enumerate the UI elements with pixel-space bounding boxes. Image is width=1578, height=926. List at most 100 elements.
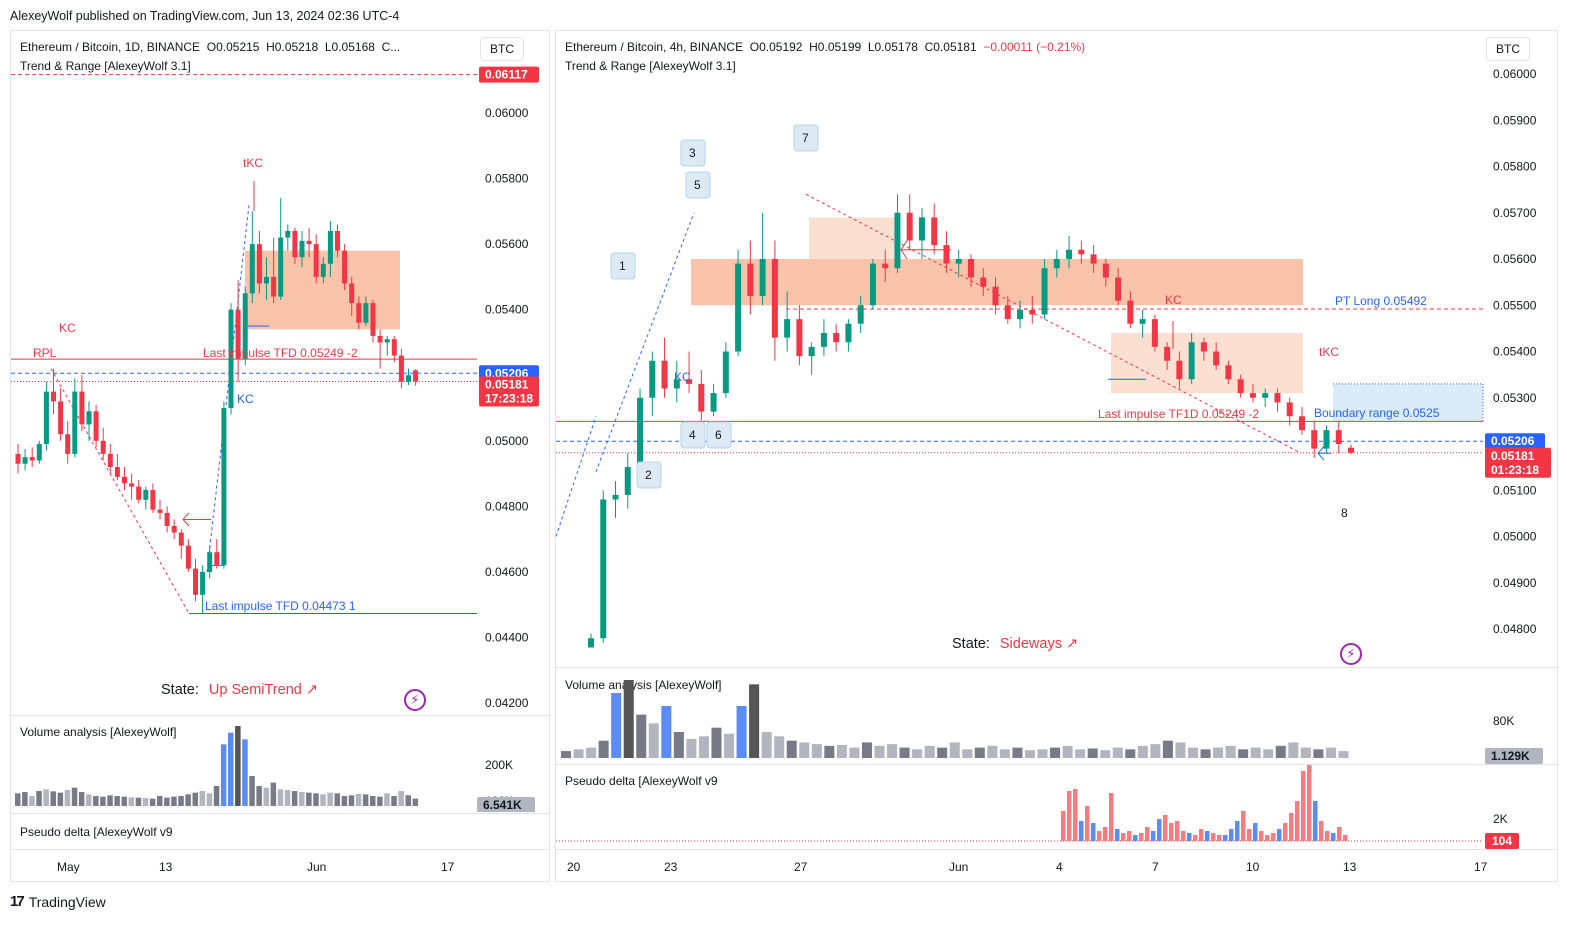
right-volume-pane[interactable]: 80K 1.129K: [556, 668, 1558, 764]
right-delta-bar: [1223, 835, 1228, 841]
left-candle-body: [391, 339, 397, 356]
right-volume-title[interactable]: Volume analysis [AlexeyWolf]: [565, 678, 722, 692]
left-candle-body: [256, 244, 262, 284]
right-delta-bar: [1127, 831, 1132, 841]
right-delta-pane[interactable]: 2K 104: [556, 765, 1558, 850]
left-volume-bar: [128, 797, 135, 806]
right-volume-bar: [1125, 749, 1136, 758]
left-candle-body: [285, 231, 291, 238]
left-delta-title[interactable]: Pseudo delta [AlexeyWolf v9: [20, 825, 173, 839]
left-trend-down: [50, 368, 190, 614]
left-currency-button[interactable]: BTC: [480, 37, 524, 61]
right-candle-body: [1017, 309, 1024, 320]
right-delta-bar: [1289, 813, 1294, 841]
left-volume-bar: [213, 786, 220, 806]
left-candle-body: [377, 335, 383, 343]
right-delta-bar: [1175, 821, 1180, 841]
left-price-chart[interactable]: 0.06000 0.05800 0.05600 0.05400 0.05000 0.048…: [11, 31, 550, 715]
left-candle-body: [221, 408, 227, 566]
left-volume-bar: [71, 787, 78, 806]
left-open: O0.05215: [206, 40, 260, 54]
left-tkc-label: tKC: [243, 156, 263, 170]
right-separator-2: [556, 764, 1557, 765]
right-candle-body: [588, 638, 594, 648]
left-candle-body: [313, 244, 319, 277]
right-candle-body: [808, 346, 815, 357]
right-blue-arrow-icon: [1317, 445, 1331, 461]
right-volume-bar: [912, 749, 923, 758]
left-volume-bar: [228, 732, 234, 806]
left-volume-bar: [36, 791, 42, 806]
left-candle-body: [370, 303, 376, 336]
right-delta-bar: [1283, 823, 1288, 841]
left-candle-body: [207, 552, 213, 572]
right-indicator-name[interactable]: Trend & Range [AlexeyWolf 3.1]: [565, 59, 736, 73]
right-trend-up-1: [556, 416, 597, 537]
right-volume-bar: [611, 693, 622, 758]
tradingview-footer[interactable]: 17 TradingView: [10, 893, 106, 910]
right-state-label: State:: [952, 636, 990, 652]
right-delta-bar: [1301, 771, 1306, 841]
right-delta-title[interactable]: Pseudo delta [AlexeyWolf v9: [565, 774, 718, 788]
right-candle-body: [894, 212, 901, 269]
left-volume-title[interactable]: Volume analysis [AlexeyWolf]: [20, 725, 177, 739]
right-low: L0.05178: [867, 40, 918, 54]
left-volume-bar: [171, 796, 177, 806]
left-candle-body: [22, 457, 28, 464]
left-price-axis-label: 0.04200: [485, 696, 529, 710]
right-boundary-zone: [1333, 383, 1483, 421]
left-x-label: 17: [441, 860, 455, 874]
right-candle-body: [771, 259, 778, 338]
left-candle-body: [342, 250, 348, 284]
right-volume-bar: [1175, 742, 1186, 758]
right-volume-bar: [1112, 747, 1123, 758]
right-candle-body: [637, 397, 644, 468]
left-candle-body: [93, 411, 99, 441]
left-candle-body: [228, 309, 234, 408]
right-timer-tag: 01:23:18: [1491, 463, 1539, 477]
right-x-label: 20: [567, 860, 581, 874]
left-candle-body: [200, 571, 206, 595]
left-candle-body: [150, 489, 156, 510]
right-x-label: 13: [1343, 860, 1357, 874]
left-rpl-label: RPL: [33, 346, 57, 360]
right-candle-body: [1213, 351, 1220, 366]
left-volume-bar: [341, 796, 348, 806]
right-candle-body: [722, 351, 729, 394]
right-delta-axis-label: 2K: [1493, 812, 1508, 826]
right-candle-body: [1176, 360, 1183, 380]
left-volume-bar: [270, 782, 277, 806]
right-boundary-label: Boundary range 0.0525: [1314, 406, 1440, 420]
left-volume-bar: [164, 797, 170, 806]
right-currency-button[interactable]: BTC: [1486, 37, 1530, 61]
right-x-label: 17: [1474, 860, 1488, 874]
right-delta-bar: [1235, 821, 1240, 841]
left-candle-body: [356, 303, 362, 323]
right-candle-body: [612, 494, 619, 500]
right-delta-bar: [1265, 835, 1270, 841]
left-candle-body: [129, 483, 135, 487]
right-delta-bar: [1199, 829, 1204, 841]
right-price-chart[interactable]: 0.06000 0.05900 0.05800 0.05700 0.05600 0.055…: [556, 31, 1558, 667]
right-volume-bar: [661, 706, 672, 758]
left-price-axis-label: 0.05400: [485, 303, 529, 317]
right-wave-badge-label: 3: [689, 146, 696, 160]
right-delta-bar: [1319, 821, 1324, 841]
left-price-axis-label: 0.04800: [485, 499, 529, 513]
left-candle-body: [43, 391, 49, 445]
left-volume-bar: [199, 791, 206, 806]
right-lightning-icon[interactable]: ⚡: [1340, 643, 1362, 665]
right-volume-bar: [761, 732, 772, 758]
left-volume-pane[interactable]: 200K100K6.541K: [11, 716, 550, 812]
right-delta-bar: [1325, 831, 1330, 841]
right-volume-bar: [724, 733, 735, 758]
left-x-label: 13: [159, 860, 173, 874]
right-pt-long-label: PT Long 0.05492: [1335, 294, 1427, 308]
right-order-zone-lower: [1111, 333, 1303, 394]
left-candle-body: [242, 293, 248, 359]
right-delta-bar: [1241, 811, 1246, 841]
right-candle-body: [918, 217, 925, 241]
left-indicator-name[interactable]: Trend & Range [AlexeyWolf 3.1]: [20, 59, 191, 73]
left-lightning-icon[interactable]: ⚡: [404, 689, 426, 711]
left-volume-bar: [398, 791, 404, 806]
